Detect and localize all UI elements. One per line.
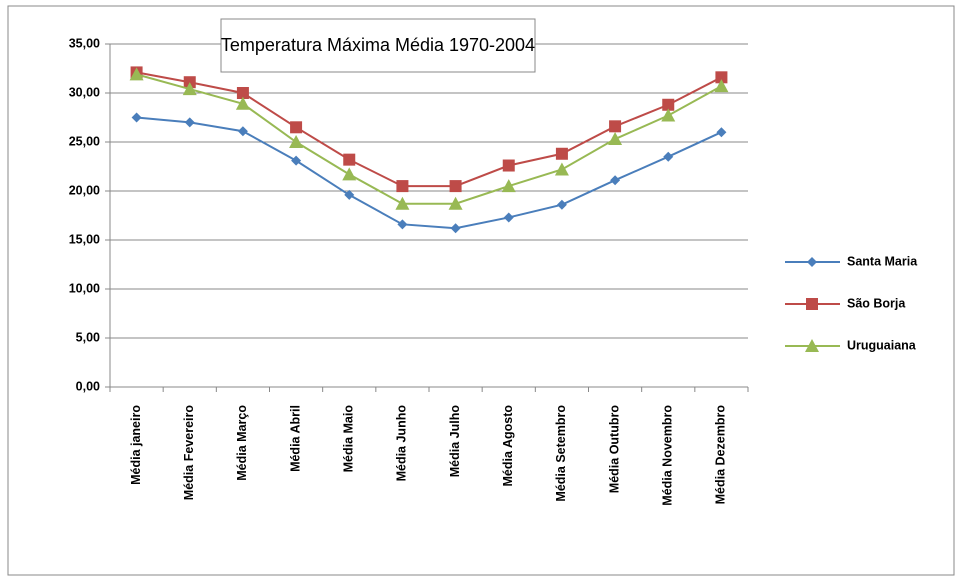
marker <box>184 117 195 128</box>
legend-label: São Borja <box>847 296 906 310</box>
marker <box>235 96 250 110</box>
x-tick-label: Média Setembro <box>554 405 568 502</box>
marker <box>236 87 249 99</box>
legend-label: Santa Maria <box>847 254 918 268</box>
marker <box>449 180 462 193</box>
marker <box>291 155 302 166</box>
x-tick-label: Média Março <box>235 405 249 481</box>
marker <box>805 339 819 352</box>
marker <box>716 127 727 138</box>
marker <box>610 175 621 186</box>
marker <box>129 67 144 81</box>
marker <box>661 108 676 122</box>
marker <box>289 135 304 148</box>
marker <box>609 120 622 133</box>
y-tick-label: 35,00 <box>69 36 100 50</box>
x-tick-label: Média Fevereiro <box>182 405 196 501</box>
series-line <box>136 73 722 205</box>
marker <box>131 112 142 123</box>
marker <box>554 162 569 176</box>
x-tick-label: Média janeiro <box>129 405 143 485</box>
marker <box>448 196 463 210</box>
title-box <box>220 18 536 73</box>
x-tick-label: Média Abril <box>288 405 302 472</box>
marker <box>344 189 355 200</box>
y-tick-label: 10,00 <box>69 281 100 295</box>
marker <box>806 298 818 310</box>
marker <box>343 153 356 166</box>
x-tick-label: Média Julho <box>448 405 462 478</box>
marker <box>450 223 461 234</box>
marker <box>342 167 357 181</box>
x-tick-label: Média Maio <box>342 405 356 473</box>
y-tick-label: 30,00 <box>69 85 100 99</box>
chart-border <box>7 5 955 576</box>
marker <box>237 126 248 137</box>
y-tick-label: 5,00 <box>76 330 100 344</box>
marker <box>663 151 674 162</box>
y-tick-label: 25,00 <box>69 134 100 148</box>
x-tick-label: Média Outubro <box>607 405 621 494</box>
y-tick-label: 15,00 <box>69 232 100 246</box>
marker <box>555 147 568 160</box>
marker <box>501 179 516 193</box>
marker <box>556 199 567 210</box>
marker <box>503 212 514 223</box>
y-tick-label: 0,00 <box>76 379 100 393</box>
x-tick-label: Média Novembro <box>661 405 675 506</box>
marker <box>395 196 410 210</box>
marker <box>290 121 303 134</box>
marker <box>662 98 675 111</box>
marker <box>397 219 408 230</box>
marker <box>715 71 728 84</box>
chart-title: Temperatura Máxima Média 1970-2004 <box>221 35 535 55</box>
series-line <box>136 116 722 230</box>
x-tick-label: Média Junho <box>395 405 409 482</box>
marker <box>182 82 197 96</box>
marker <box>608 132 623 146</box>
legend-label: Uruguaiana <box>847 338 917 352</box>
series-line <box>136 71 722 188</box>
x-tick-label: Média Agosto <box>501 405 515 487</box>
marker <box>502 159 515 172</box>
y-tick-label: 20,00 <box>69 183 100 197</box>
marker <box>807 257 817 267</box>
marker <box>396 180 409 193</box>
marker <box>714 79 729 93</box>
x-tick-label: Média Dezembro <box>714 405 728 505</box>
